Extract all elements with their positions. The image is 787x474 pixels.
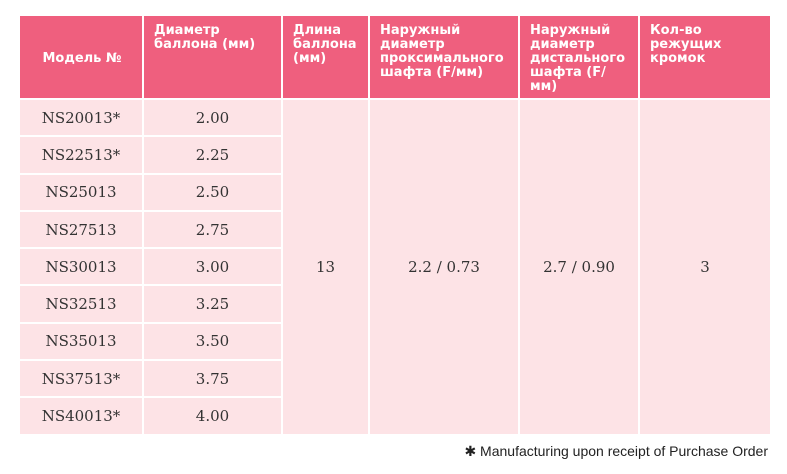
diameter-cell: 3.25 <box>142 284 283 324</box>
spec-table: Модель № Диаметр баллона (мм) Длина баллон… <box>18 14 772 436</box>
table-row: NS37513* 3.75 <box>18 359 771 399</box>
diameter-cell: 3.00 <box>142 247 283 287</box>
table-row: NS30013 3.00 <box>18 247 771 287</box>
table-row: NS20013* 2.00 13 2.2 / 0.73 2.7 / 0.90 3 <box>18 97 772 436</box>
header-cell: Наружный диаметр дистального шафта (F/мм… <box>518 14 640 100</box>
table-row: NS27513 2.75 <box>18 209 771 250</box>
model-cell: NS22513* <box>18 135 144 175</box>
diameter-cell: 2.25 <box>142 135 283 175</box>
diameter-cell: 4.00 <box>142 396 283 436</box>
diameter-cell: 2.00 <box>142 97 283 138</box>
header-cell: Модель № <box>18 14 144 100</box>
model-cell: NS37513* <box>18 359 144 399</box>
shared-cell: 2.2 / 0.73 <box>368 98 520 436</box>
model-cell: NS30013 <box>18 247 144 287</box>
header-cell: Длина баллона (мм) <box>281 14 370 100</box>
shared-cell: 3 <box>638 98 772 436</box>
table-row: NS25013 2.50 <box>18 172 771 212</box>
header-cell: Наружный диаметр проксимального шафта (F… <box>368 14 520 100</box>
model-cell: NS32513 <box>18 284 144 324</box>
shared-cell: 13 <box>281 98 370 436</box>
diameter-cell: 3.75 <box>142 359 283 399</box>
diameter-cell: 2.50 <box>142 172 283 212</box>
shared-cell: 2.7 / 0.90 <box>518 98 640 436</box>
model-cell: NS20013* <box>18 97 144 138</box>
table-body: NS20013* 2.00 13 2.2 / 0.73 2.7 / 0.90 3 NS225… <box>18 97 772 436</box>
header-cell: Диаметр баллона (мм) <box>142 14 283 100</box>
model-cell: NS40013* <box>18 396 144 436</box>
footnote: ✱ Manufacturing upon receipt of Purchase… <box>464 443 768 459</box>
diameter-cell: 2.75 <box>142 209 283 250</box>
table-row: NS40013* 4.00 <box>18 396 771 436</box>
table-row: NS22513* 2.25 <box>18 135 771 175</box>
table-row: NS32513 3.25 <box>18 284 771 324</box>
diameter-cell: 3.50 <box>142 321 283 362</box>
model-cell: NS35013 <box>18 321 144 362</box>
header-row: Модель № Диаметр баллона (мм) Длина баллон… <box>18 14 772 100</box>
header-cell: Кол-во режущих кромок <box>638 14 772 100</box>
table-row: NS35013 3.50 <box>18 321 771 362</box>
model-cell: NS25013 <box>18 172 144 212</box>
model-cell: NS27513 <box>18 209 144 250</box>
